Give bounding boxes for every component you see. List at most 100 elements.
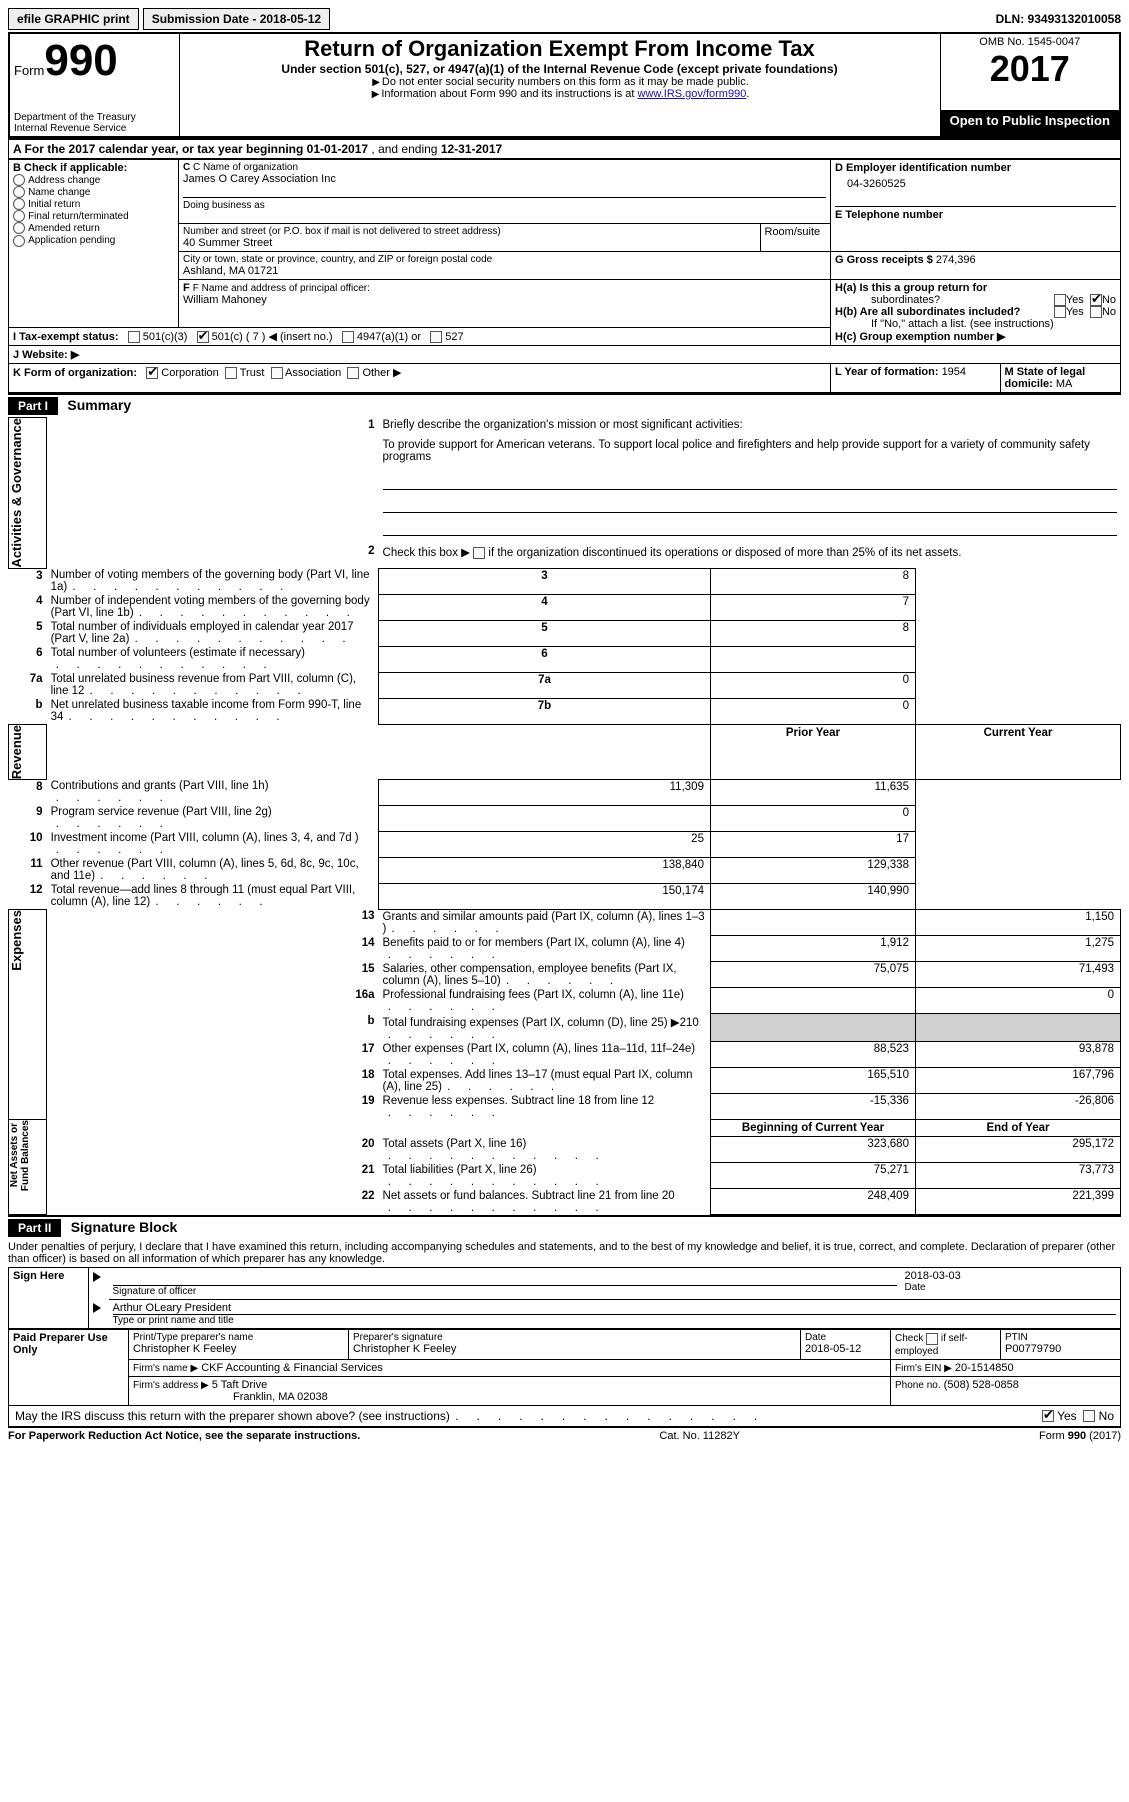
firm-ein: 20-1514850: [955, 1362, 1014, 1374]
org-info-table: B Check if applicable: Address change Na…: [8, 159, 1121, 393]
line-text: Total liabilities (Part X, line 26): [379, 1163, 711, 1189]
line-text: Total revenue—add lines 8 through 11 (mu…: [47, 883, 379, 909]
prior-value: [710, 909, 915, 936]
line-text: Professional fundraising fees (Part IX, …: [379, 988, 711, 1014]
line2-num: 2: [47, 544, 379, 568]
form990-link[interactable]: www.IRS.gov/form990: [638, 88, 747, 100]
line2-check[interactable]: [473, 547, 485, 559]
line-num: 22: [47, 1189, 379, 1215]
footer-mid: Cat. No. 11282Y: [659, 1430, 740, 1442]
part1-header: Part I Summary: [8, 395, 1121, 417]
prior-value: 75,075: [710, 962, 915, 988]
fo-other-check[interactable]: [347, 367, 359, 379]
sign-arrow-icon: [93, 1272, 101, 1282]
line-ref: 6: [379, 646, 711, 672]
website-label: J Website: ▶: [13, 349, 79, 361]
discuss-text: May the IRS discuss this return with the…: [15, 1409, 450, 1423]
top-bar: efile GRAPHIC print Submission Date - 20…: [8, 8, 1121, 30]
line-text: Net assets or fund balances. Subtract li…: [379, 1189, 711, 1215]
ha-yes-check[interactable]: [1054, 294, 1066, 306]
box-g: G Gross receipts $ 274,396: [831, 252, 1121, 280]
discuss-yes-check[interactable]: [1042, 1410, 1054, 1422]
dln: DLN: 93493132010058: [996, 12, 1121, 26]
line-value: [710, 646, 915, 672]
prep-date: 2018-05-12: [805, 1343, 886, 1355]
boxb-check[interactable]: [13, 235, 25, 247]
curr-value: 167,796: [915, 1068, 1120, 1094]
line-num: 16a: [47, 988, 379, 1014]
prep-sig-label: Preparer's signature: [353, 1332, 796, 1343]
hb-no-check[interactable]: [1090, 306, 1102, 318]
declaration-text: Under penalties of perjury, I declare th…: [8, 1239, 1121, 1267]
te-501c3: 501(c)(3): [143, 331, 188, 343]
firm-name: CKF Accounting & Financial Services: [201, 1362, 383, 1374]
sign-here-label: Sign Here: [9, 1268, 89, 1329]
line-ref: 3: [379, 568, 711, 594]
fo-corp-check[interactable]: [146, 367, 158, 379]
box-c-label: C Name of organization: [193, 162, 298, 173]
efile-label: efile GRAPHIC print: [8, 8, 139, 30]
fo-trust-check[interactable]: [225, 367, 237, 379]
calyear-mid: , and ending: [371, 142, 440, 156]
line-text: Contributions and grants (Part VIII, lin…: [47, 779, 379, 805]
line-text: Other revenue (Part VIII, column (A), li…: [47, 857, 379, 883]
firm-name-label: Firm's name ▶: [133, 1363, 198, 1374]
te-4947-check[interactable]: [342, 331, 354, 343]
box-d-e: D Employer identification number 04-3260…: [831, 160, 1121, 252]
line-num: 4: [9, 594, 47, 620]
hb-yes-check[interactable]: [1054, 306, 1066, 318]
prior-value: 150,174: [379, 883, 711, 909]
open-to-public: Open to Public Inspection: [940, 110, 1120, 137]
line-num: 21: [47, 1163, 379, 1189]
form-header: Form990 Department of the Treasury Inter…: [8, 32, 1121, 138]
form-title: Return of Organization Exempt From Incom…: [184, 36, 936, 62]
line-value: 8: [710, 568, 915, 594]
boy-value: 248,409: [710, 1189, 915, 1215]
discuss-yes: Yes: [1057, 1409, 1077, 1423]
prep-name-label: Print/Type preparer's name: [133, 1332, 344, 1343]
boxb-check[interactable]: [13, 174, 25, 186]
hb-note: If "No," attach a list. (see instruction…: [835, 318, 1116, 330]
discuss-no-check[interactable]: [1083, 1410, 1095, 1422]
curr-value: 0: [710, 805, 915, 831]
yes-label2: Yes: [1066, 306, 1084, 318]
dept-irs: Internal Revenue Service: [14, 123, 175, 134]
line-num: 14: [47, 936, 379, 962]
calyear-begin: 01-01-2017: [307, 142, 368, 156]
line-text: Investment income (Part VIII, column (A)…: [47, 831, 379, 857]
line-text: Total expenses. Add lines 13–17 (must eq…: [379, 1068, 711, 1094]
firm-ein-label: Firm's EIN ▶: [895, 1363, 952, 1374]
phone-label: E Telephone number: [835, 209, 1116, 221]
firm-phone: (508) 528-0858: [944, 1379, 1019, 1391]
domicile-val: MA: [1056, 378, 1073, 390]
line1-num: 1: [47, 418, 379, 438]
prior-value: [710, 988, 915, 1014]
line-text: Other expenses (Part IX, column (A), lin…: [379, 1042, 711, 1068]
boxb-check[interactable]: [13, 222, 25, 234]
submission-date: Submission Date - 2018-05-12: [143, 8, 330, 30]
line-num: 6: [9, 646, 47, 672]
line-text: Total number of individuals employed in …: [47, 620, 379, 646]
box-h: H(a) Is this a group return for subordin…: [831, 280, 1121, 346]
fo-assoc-check[interactable]: [271, 367, 283, 379]
boxb-check[interactable]: [13, 186, 25, 198]
no-label: No: [1102, 294, 1116, 306]
te-527-check[interactable]: [430, 331, 442, 343]
te-4947: 4947(a)(1) or: [357, 331, 421, 343]
te-501c3-check[interactable]: [128, 331, 140, 343]
tax-year: 2017: [945, 48, 1116, 90]
omb-no: OMB No. 1545-0047: [945, 36, 1116, 48]
prior-value: 165,510: [710, 1068, 915, 1094]
line-text: Benefits paid to or for members (Part IX…: [379, 936, 711, 962]
line-value: 0: [710, 698, 915, 724]
ha-no-check[interactable]: [1090, 294, 1102, 306]
line-text: Grants and similar amounts paid (Part IX…: [379, 909, 711, 936]
self-employed-check[interactable]: [926, 1333, 938, 1345]
line-text: Total fundraising expenses (Part IX, col…: [379, 1014, 711, 1042]
te-501c-check[interactable]: [197, 331, 209, 343]
boxb-check[interactable]: [13, 198, 25, 210]
formorg-row: K Form of organization: Corporation Trus…: [9, 364, 831, 393]
yearform-val: 1954: [942, 366, 966, 378]
boxb-check[interactable]: [13, 210, 25, 222]
form-subtitle: Under section 501(c), 527, or 4947(a)(1)…: [184, 62, 936, 76]
